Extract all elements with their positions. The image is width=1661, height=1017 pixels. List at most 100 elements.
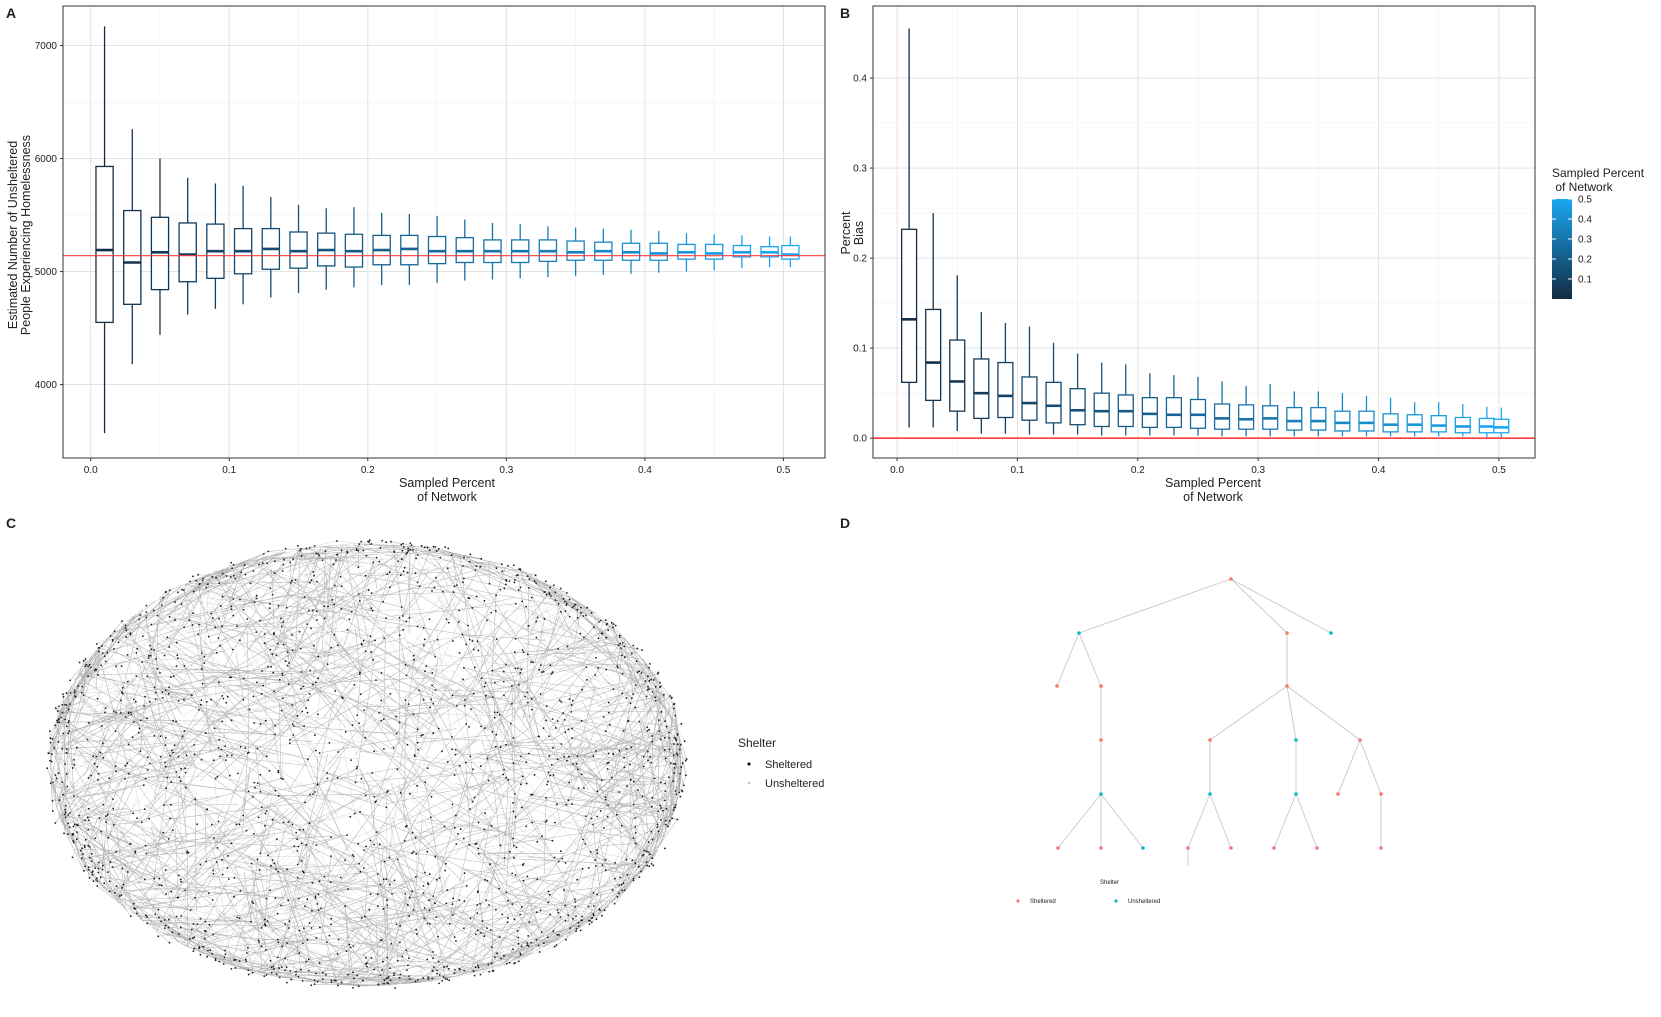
- x-tick-label: 0.2: [1131, 465, 1145, 476]
- panel-a-x-ticks: 0.0 0.1 0.2 0.3 0.4 0.5: [84, 458, 791, 476]
- box-body: [781, 244, 800, 260]
- box-body: [1045, 381, 1062, 424]
- box-3: [178, 177, 197, 315]
- panel-b-xlabel-line2: of Network: [1183, 490, 1243, 504]
- panel-a-ylabel-line2: People Experiencing Homelessness: [19, 135, 33, 335]
- box-body: [973, 358, 990, 420]
- tree-node-n22: [1315, 846, 1319, 850]
- box-10: [1141, 373, 1158, 436]
- tree-node-n15: [1336, 792, 1340, 796]
- panel-d-legend-unsheltered-dot: [1114, 899, 1118, 903]
- tree-edge: [1078, 578, 1232, 634]
- y-tick-label: 5000: [35, 267, 58, 278]
- panel-d-legend-sheltered-dot: [1016, 899, 1020, 903]
- box-15: [1262, 384, 1279, 437]
- panel-b-boxes: [900, 28, 1510, 438]
- panel-a-xlabel-line1: Sampled Percent: [399, 476, 495, 490]
- tree-node-n14: [1294, 792, 1298, 796]
- box-2: [949, 275, 966, 431]
- colorbar-gradient: [1552, 199, 1572, 299]
- box-24: [1478, 406, 1495, 438]
- tree-edge: [1209, 793, 1232, 849]
- box-14: [1238, 385, 1255, 437]
- box-19: [621, 229, 641, 274]
- network-nodes: [46, 539, 688, 990]
- box-body: [1213, 403, 1231, 430]
- panel-c-legend-title: Shelter: [738, 736, 776, 750]
- network-edges-dark: [47, 541, 687, 987]
- box-1: [123, 129, 142, 365]
- box-body: [649, 242, 668, 261]
- box-body: [1310, 406, 1327, 431]
- box-23: [732, 235, 752, 269]
- colorbar-title-line1: Sampled Percent: [1552, 166, 1645, 180]
- box-25: [1493, 407, 1510, 438]
- tree-edge: [1273, 793, 1297, 849]
- tree-node-leaf: [1379, 846, 1383, 850]
- panel-c-legend-sheltered-dot: [747, 762, 751, 766]
- box-body: [1358, 410, 1375, 432]
- tree-edge: [1056, 632, 1080, 687]
- box-body: [1093, 392, 1110, 428]
- box-5: [233, 185, 253, 305]
- box-0: [900, 28, 918, 428]
- box-7: [289, 204, 308, 294]
- panel-a-frame: [62, 5, 826, 459]
- panel-a-gridlines: [63, 6, 825, 458]
- tree-edge: [1286, 685, 1361, 741]
- box-body: [178, 222, 197, 283]
- box-13: [1213, 381, 1231, 437]
- box-24: [760, 236, 779, 268]
- box-body: [949, 339, 966, 412]
- box-17: [1310, 391, 1327, 437]
- box-body: [566, 240, 585, 261]
- x-tick-label: 0.3: [499, 465, 513, 476]
- panel-a-y-ticks: 4000 5000 6000 7000: [35, 41, 63, 391]
- tree-edge: [1078, 632, 1102, 687]
- box-11: [1165, 375, 1183, 436]
- box-body: [1334, 410, 1351, 432]
- colorbar-tick-label: 0.2: [1578, 255, 1592, 266]
- panel-b-boxplot: 0.0 0.1 0.2 0.3 0.4 0.0 0.1 0.2 0.3 0.4 0.5 Sampl…: [839, 5, 1645, 504]
- tree-node-n12: [1358, 738, 1362, 742]
- panel-b-frame: [872, 5, 1536, 459]
- tree-node-n6: [1099, 684, 1103, 688]
- box-22: [1430, 402, 1447, 437]
- tree-node-n11: [1294, 738, 1298, 742]
- x-tick-label: 0.4: [638, 465, 652, 476]
- panel-b-ylabel-line1: Percent: [839, 211, 853, 255]
- box-8: [316, 208, 336, 290]
- tree-edge: [1337, 739, 1361, 795]
- tree-edge: [1230, 578, 1332, 634]
- tree-node-n19: [1186, 846, 1190, 850]
- tree-node-n16: [1056, 846, 1060, 850]
- panel-d-edges: [1056, 578, 1382, 866]
- colorbar-tick-label: 0.1: [1578, 275, 1592, 286]
- box-body: [123, 209, 142, 305]
- panel-d-letter: D: [840, 515, 850, 531]
- box-13: [455, 219, 475, 281]
- panel-d-legend-unsheltered-label: Unsheltered: [1128, 899, 1160, 905]
- x-tick-label: 0.0: [84, 465, 98, 476]
- plot-background: [63, 6, 825, 458]
- tree-node-n8: [1285, 684, 1289, 688]
- box-body: [95, 165, 114, 324]
- box-12: [1189, 376, 1207, 436]
- panel-b-gridlines: [873, 6, 1535, 458]
- tree-edge: [1100, 793, 1144, 849]
- panel-b-y-ticks: 0.0 0.1 0.2 0.3 0.4: [853, 74, 873, 445]
- tree-node-n18: [1141, 846, 1145, 850]
- panel-d-tree: Shelter Sheltered Unsheltered: [1016, 577, 1383, 905]
- box-9: [344, 207, 364, 288]
- box-10: [372, 212, 391, 286]
- box-1: [925, 213, 942, 428]
- y-tick-label: 4000: [35, 380, 58, 391]
- tree-edge: [1359, 739, 1382, 795]
- tree-node-n3: [1285, 631, 1289, 635]
- box-body: [1406, 414, 1423, 433]
- tree-node-n9: [1208, 738, 1212, 742]
- box-15: [510, 224, 530, 279]
- box-body: [1021, 376, 1038, 421]
- tree-edge: [1057, 793, 1102, 849]
